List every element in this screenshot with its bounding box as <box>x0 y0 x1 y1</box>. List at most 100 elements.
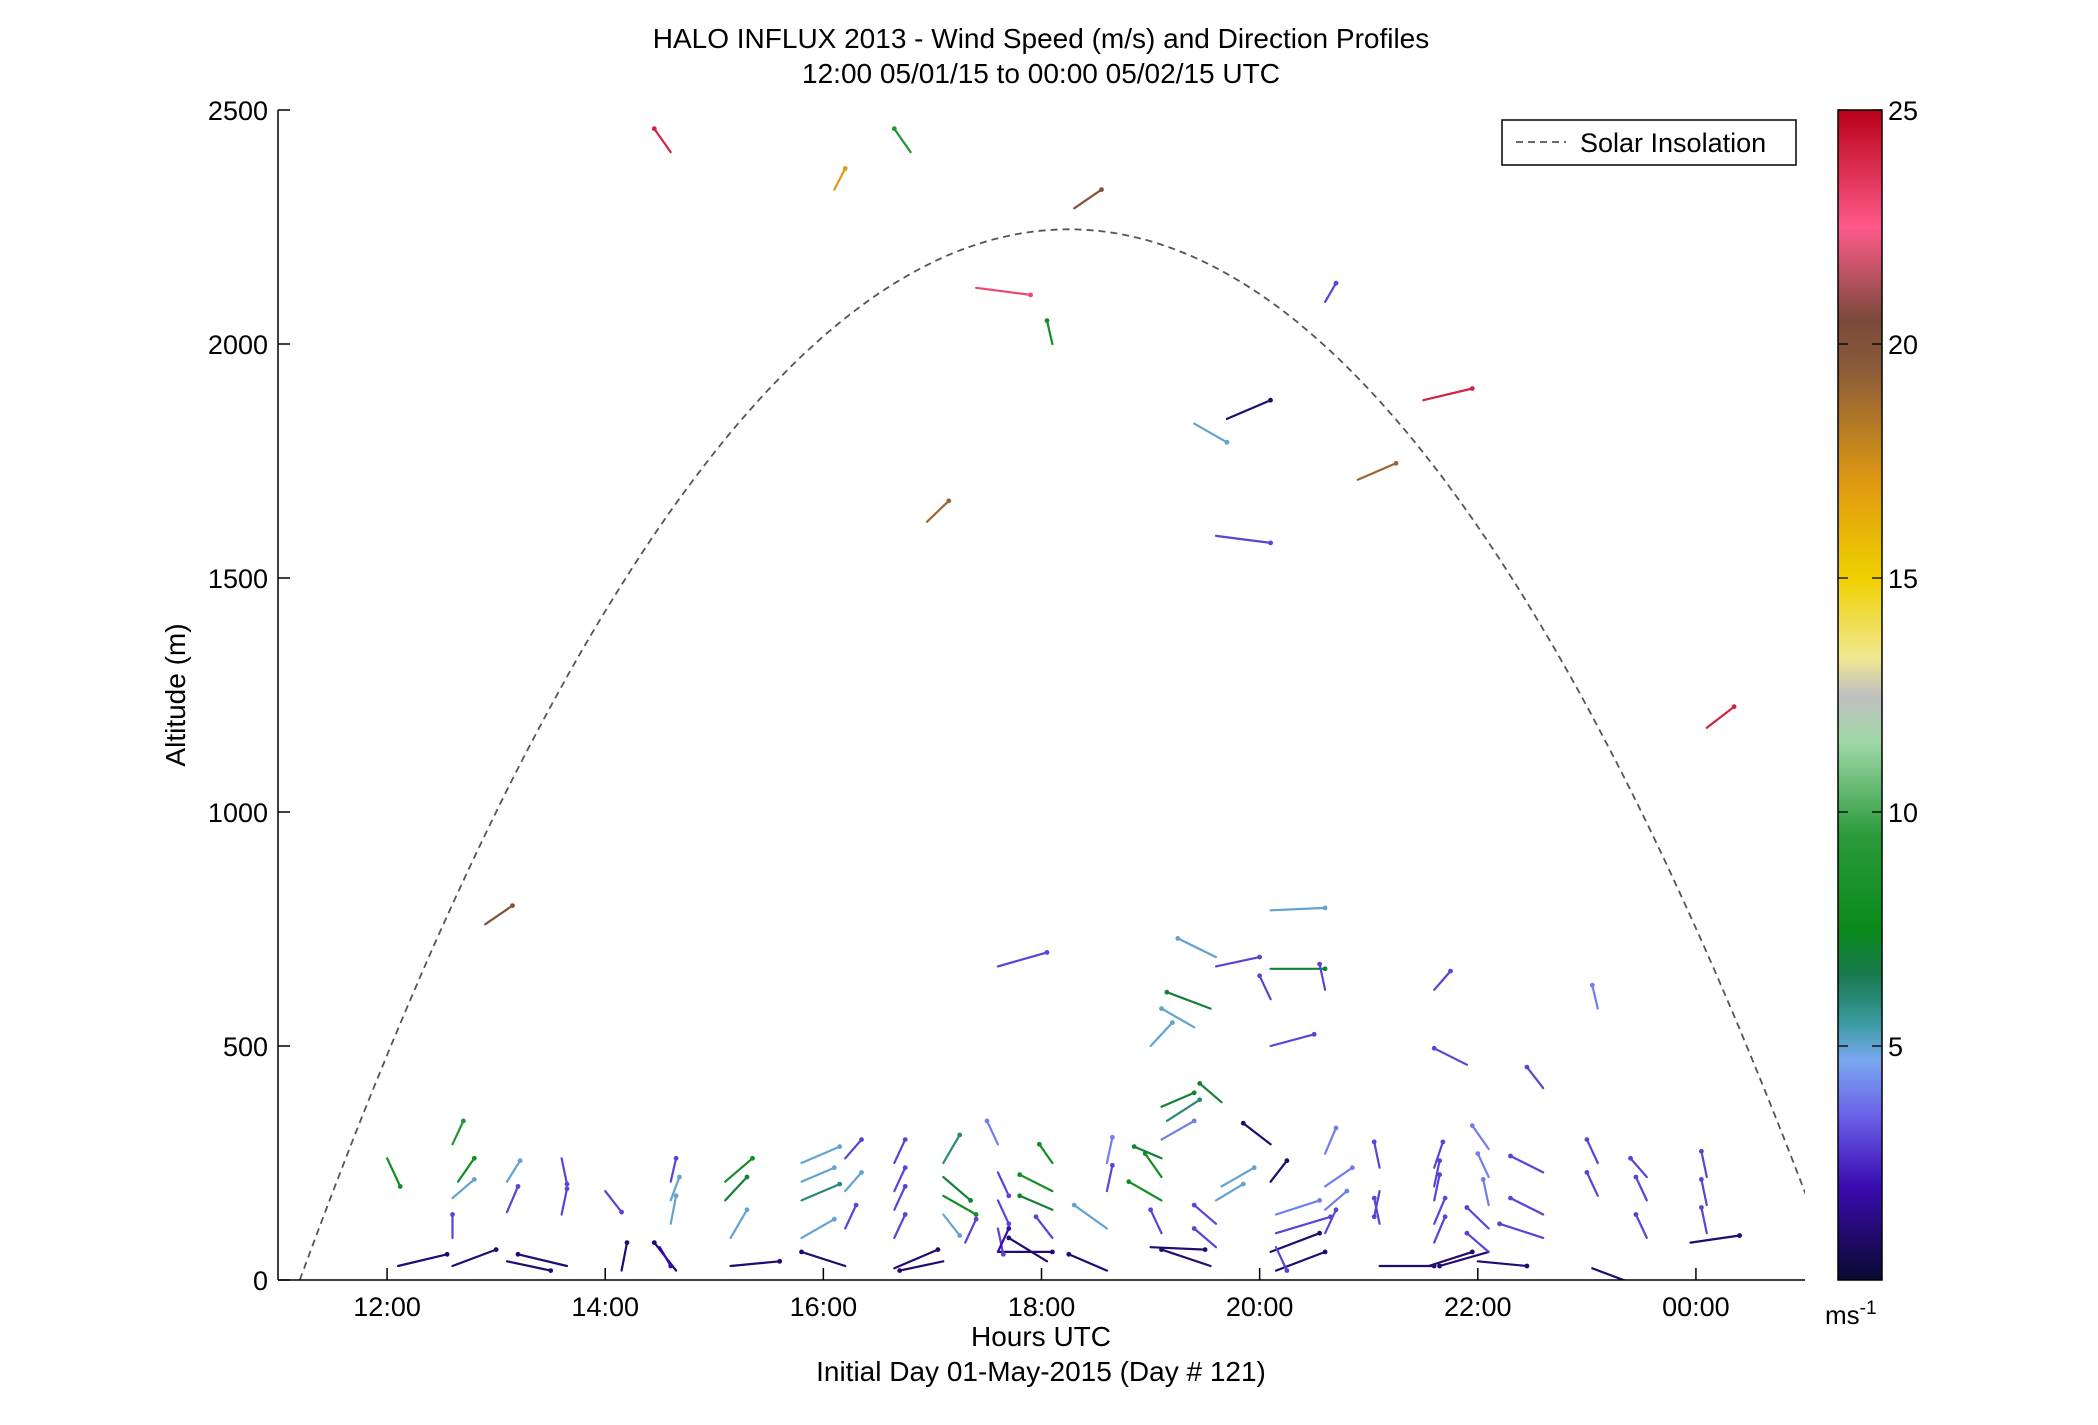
wind-barb <box>505 1185 520 1214</box>
wind-barb <box>1105 1164 1114 1193</box>
wind-barb-tip <box>1317 1198 1322 1203</box>
wind-barb-tip <box>853 1202 859 1208</box>
wind-barb <box>669 1194 678 1225</box>
plot-area: 12:00 14:00 16:00 18:00 20:00 22:00 00:00 0 500… <box>208 96 1805 1322</box>
wind-barb <box>1242 1122 1272 1146</box>
wind-barb-tip <box>1033 1214 1039 1220</box>
wind-barb <box>1149 1246 1207 1251</box>
wind-barb <box>1160 1119 1196 1141</box>
wind-barb-tip <box>935 1247 941 1252</box>
wind-barb <box>1323 282 1338 303</box>
wind-barb-tip <box>1431 1045 1437 1051</box>
wind-barb-tip <box>1240 1120 1246 1126</box>
wind-barb <box>1269 1232 1321 1254</box>
wind-barb <box>1160 1091 1196 1108</box>
wind-barb <box>996 1227 1010 1254</box>
wind-barb <box>729 1208 749 1240</box>
wind-barb <box>1149 1021 1174 1048</box>
wind-barb <box>925 499 950 523</box>
wind-barb <box>1373 1196 1381 1225</box>
wind-barb-tip <box>548 1268 554 1273</box>
wind-barb <box>893 127 912 154</box>
wind-barb <box>1214 534 1272 545</box>
wind-barb <box>1220 1166 1256 1188</box>
wind-barb <box>1689 1234 1741 1244</box>
wind-barb-tip <box>902 1165 908 1171</box>
wind-barb <box>1433 1196 1447 1225</box>
wind-barb-tip <box>1071 1202 1077 1208</box>
wind-barb <box>669 1175 681 1202</box>
wind-barb-tip <box>1333 1207 1339 1213</box>
wind-barb <box>1018 1173 1054 1193</box>
wind-barb-tip <box>1284 1268 1290 1273</box>
wind-barb-tip <box>1469 1249 1475 1255</box>
wind-barb <box>1269 1033 1316 1048</box>
wind-barb <box>1160 1007 1196 1029</box>
wind-barb-tip <box>1191 1226 1197 1231</box>
wind-barb <box>800 1145 841 1165</box>
wind-barb-tip <box>1699 1177 1704 1182</box>
wind-barb-tip <box>564 1186 570 1192</box>
wind-barb <box>1433 1140 1445 1169</box>
wind-barb-tip <box>946 498 952 504</box>
wind-barb-tip <box>1322 905 1328 911</box>
wind-barb-tip <box>1257 973 1262 979</box>
wind-barb <box>386 1157 402 1188</box>
wind-barb-tip <box>1589 982 1595 988</box>
wind-barb <box>505 1260 552 1272</box>
x-axis-sublabel: Initial Day 01-May-2015 (Day # 121) <box>816 1356 1266 1387</box>
wind-barb <box>1433 969 1452 991</box>
wind-barb-tip <box>461 1118 466 1124</box>
wind-barb-tip <box>1036 1141 1042 1147</box>
wind-barb <box>1318 962 1327 991</box>
wind-barb-tip <box>777 1258 783 1264</box>
wind-barb <box>1269 906 1327 912</box>
wind-barb-tip <box>859 1170 864 1175</box>
wind-barb <box>729 1260 781 1268</box>
wind-barb <box>604 1189 623 1214</box>
wind-barb <box>800 1166 836 1183</box>
wind-barb <box>1323 1208 1338 1235</box>
wind-barb <box>1700 1150 1708 1179</box>
colorbar-unit-base: ms <box>1825 1300 1860 1330</box>
wind-barb <box>1198 1082 1223 1104</box>
wind-barb <box>1160 1248 1212 1268</box>
colorbar-unit-exponent: -1 <box>1860 1298 1877 1319</box>
wind-barb-tip <box>1224 439 1230 445</box>
wind-barb-tip <box>891 126 897 132</box>
wind-barb <box>1193 1227 1218 1249</box>
wind-barb <box>942 1213 961 1237</box>
wind-barb-tip <box>1050 1249 1055 1255</box>
y-tick-label: 1500 <box>208 564 268 594</box>
wind-barb <box>844 1203 858 1230</box>
wind-barb-tip <box>1044 950 1050 955</box>
wind-barb <box>1176 937 1218 959</box>
wind-barb-tip <box>1633 1212 1639 1217</box>
wind-barb <box>1471 1124 1490 1151</box>
wind-barb <box>1498 1222 1545 1240</box>
x-tick-label: 20:00 <box>1226 1292 1294 1322</box>
wind-barb-tip <box>1475 1151 1481 1156</box>
wind-barb-tip <box>1350 1165 1355 1171</box>
wind-barb <box>1525 1065 1545 1090</box>
x-tick-label: 00:00 <box>1662 1292 1730 1322</box>
wind-barb-tip <box>450 1212 455 1217</box>
wind-barb <box>1274 1199 1321 1216</box>
wind-barb <box>1323 1189 1349 1211</box>
wind-barb-tip <box>968 1198 973 1203</box>
wind-barb <box>964 1218 978 1244</box>
wind-barb-tip <box>1017 1172 1023 1178</box>
wind-barb-tip <box>1469 1123 1475 1128</box>
wind-barb-tip <box>1202 1247 1208 1252</box>
wind-barb-tip <box>1448 968 1453 974</box>
wind-barb-tip <box>1000 1251 1006 1257</box>
wind-barb <box>893 1248 940 1270</box>
wind-barb <box>1214 1182 1245 1202</box>
chart-subtitle: 12:00 05/01/15 to 00:00 05/02/15 UTC <box>802 58 1280 89</box>
colorbar-tick-label: 20 <box>1888 330 1918 360</box>
wind-barb-tip <box>1333 1125 1339 1131</box>
y-axis-label: Altitude (m) <box>160 623 191 766</box>
wind-barb-tip <box>831 1216 837 1222</box>
wind-barb-tip <box>515 1251 521 1257</box>
colorbar-ticks: 5 10 15 20 25 <box>1838 96 1918 1062</box>
